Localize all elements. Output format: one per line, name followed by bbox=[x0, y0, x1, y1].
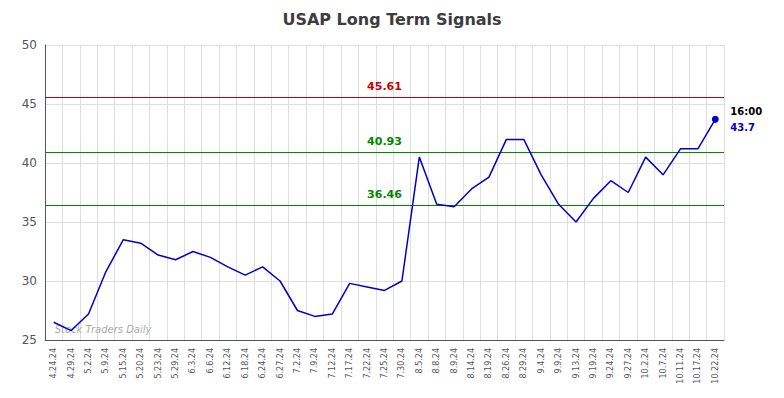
svg-text:10.22.24: 10.22.24 bbox=[711, 348, 720, 384]
svg-text:10.17.24: 10.17.24 bbox=[693, 348, 702, 384]
svg-text:USAP Long Term Signals: USAP Long Term Signals bbox=[282, 10, 501, 29]
svg-text:45: 45 bbox=[22, 97, 37, 111]
svg-text:5.23.24: 5.23.24 bbox=[154, 348, 163, 379]
svg-text:8.14.24: 8.14.24 bbox=[467, 348, 476, 379]
svg-text:4.29.24: 4.29.24 bbox=[67, 348, 76, 379]
svg-text:45.61: 45.61 bbox=[367, 80, 402, 93]
svg-text:7.17.24: 7.17.24 bbox=[345, 348, 354, 379]
svg-text:6.6.24: 6.6.24 bbox=[206, 348, 215, 373]
svg-text:10.7.24: 10.7.24 bbox=[659, 348, 668, 379]
svg-text:9.24.24: 9.24.24 bbox=[606, 348, 615, 379]
svg-text:6.27.24: 6.27.24 bbox=[276, 348, 285, 379]
svg-text:9.4.24: 9.4.24 bbox=[537, 348, 546, 373]
svg-text:7.9.24: 7.9.24 bbox=[310, 348, 319, 373]
svg-text:5.20.24: 5.20.24 bbox=[136, 348, 145, 379]
svg-text:5.2.24: 5.2.24 bbox=[84, 348, 93, 373]
svg-text:5.15.24: 5.15.24 bbox=[119, 348, 128, 379]
svg-text:Stock Traders Daily: Stock Traders Daily bbox=[54, 323, 152, 335]
svg-text:9.9.24: 9.9.24 bbox=[554, 348, 563, 373]
svg-text:8.26.24: 8.26.24 bbox=[502, 348, 511, 379]
svg-text:8.9.24: 8.9.24 bbox=[450, 348, 459, 373]
svg-text:6.24.24: 6.24.24 bbox=[258, 348, 267, 379]
svg-text:43.7: 43.7 bbox=[730, 122, 755, 133]
svg-text:8.5.24: 8.5.24 bbox=[415, 348, 424, 373]
svg-text:40: 40 bbox=[22, 156, 37, 170]
svg-text:9.27.24: 9.27.24 bbox=[624, 348, 633, 379]
svg-text:36.46: 36.46 bbox=[367, 188, 402, 201]
svg-text:5.9.24: 5.9.24 bbox=[101, 348, 110, 373]
svg-text:10.11.24: 10.11.24 bbox=[676, 348, 685, 384]
svg-text:5.29.24: 5.29.24 bbox=[171, 348, 180, 379]
svg-text:50: 50 bbox=[22, 38, 37, 52]
svg-text:4.24.24: 4.24.24 bbox=[49, 348, 58, 379]
svg-text:9.13.24: 9.13.24 bbox=[572, 348, 581, 379]
svg-text:6.3.24: 6.3.24 bbox=[188, 348, 197, 373]
svg-text:30: 30 bbox=[22, 274, 37, 288]
svg-text:6.18.24: 6.18.24 bbox=[241, 348, 250, 379]
svg-text:7.2.24: 7.2.24 bbox=[293, 348, 302, 373]
svg-text:25: 25 bbox=[22, 333, 37, 347]
svg-text:8.29.24: 8.29.24 bbox=[519, 348, 528, 379]
svg-text:7.12.24: 7.12.24 bbox=[328, 348, 337, 379]
svg-text:8.19.24: 8.19.24 bbox=[484, 348, 493, 379]
svg-text:7.30.24: 7.30.24 bbox=[397, 348, 406, 379]
svg-text:40.93: 40.93 bbox=[367, 135, 402, 148]
svg-text:7.22.24: 7.22.24 bbox=[363, 348, 372, 379]
svg-text:10.2.24: 10.2.24 bbox=[641, 348, 650, 379]
svg-text:7.25.24: 7.25.24 bbox=[380, 348, 389, 379]
svg-text:16:00: 16:00 bbox=[730, 106, 762, 117]
svg-text:6.12.24: 6.12.24 bbox=[223, 348, 232, 379]
svg-text:9.19.24: 9.19.24 bbox=[589, 348, 598, 379]
svg-text:8.8.24: 8.8.24 bbox=[432, 348, 441, 373]
svg-text:35: 35 bbox=[22, 215, 37, 229]
